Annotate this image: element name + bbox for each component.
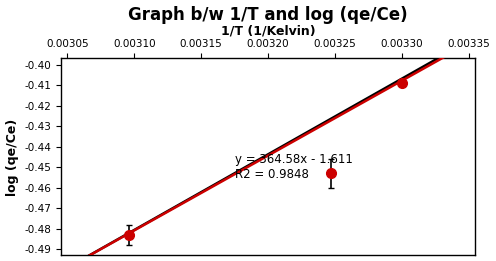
Y-axis label: log (qe/Ce): log (qe/Ce) bbox=[5, 118, 18, 195]
Title: Graph b/w 1/T and log (qe/Ce): Graph b/w 1/T and log (qe/Ce) bbox=[128, 5, 408, 23]
X-axis label: 1/T (1/Kelvin): 1/T (1/Kelvin) bbox=[221, 25, 315, 38]
Text: y = 364.58x - 1.611
R2 = 0.9848: y = 364.58x - 1.611 R2 = 0.9848 bbox=[235, 153, 353, 181]
